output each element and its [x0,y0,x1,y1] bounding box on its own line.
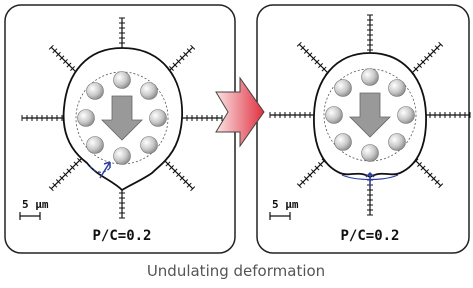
ratio-label: P/C=0.2 [340,228,399,244]
particle [326,107,343,124]
particle [335,134,352,151]
particle [389,134,406,151]
caption: Undulating deformation [147,262,325,280]
particle [362,145,379,162]
scale-label: 5 μm [22,198,49,211]
scale-label: 5 μm [272,198,299,211]
ratio-label: P/C=0.2 [92,228,151,244]
particle [141,137,158,154]
particle [150,110,167,127]
particle [389,80,406,97]
figure: 5 μm P/C=0.2 5 μm P/C=0.2 Undulating defor… [0,0,473,288]
particle [114,148,131,165]
particle [87,83,104,100]
particle [362,69,379,86]
cell-group [270,15,470,215]
particle [335,80,352,97]
cell-group [22,18,222,218]
particle [141,83,158,100]
particle [398,107,415,124]
particle [78,110,95,127]
particle [87,137,104,154]
particle [114,72,131,89]
